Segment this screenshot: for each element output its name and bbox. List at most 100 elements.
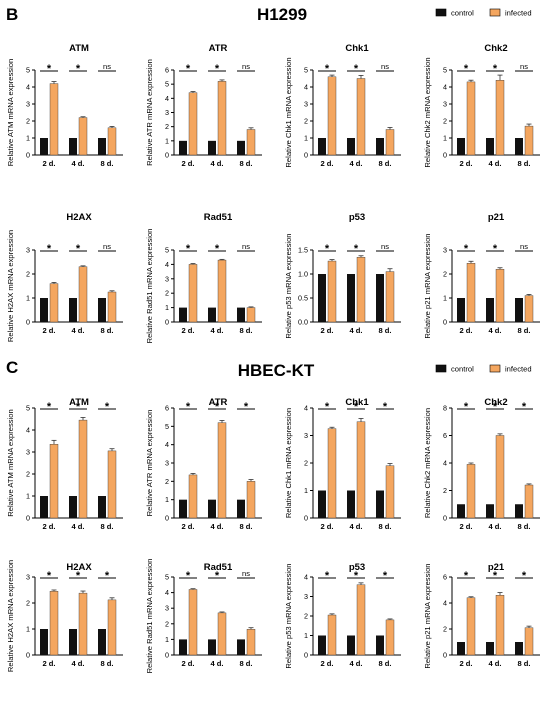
chart-c-p21: p21 Relative p21 mRNA expression 0 2 4 6 2 d. *… (423, 562, 540, 669)
panel-c: C HBEC-KT control infected ATM Relative ATM m… (6, 358, 540, 673)
y-tick-label: 2 (26, 117, 30, 126)
y-tick-label: 3 (165, 274, 169, 283)
significance-label: * (493, 63, 498, 75)
bar-infected (385, 465, 395, 519)
bar-infected (188, 92, 198, 156)
bar-infected (217, 81, 227, 156)
bar-control (69, 298, 77, 322)
bar-control (376, 635, 384, 655)
x-tick-label: 8 d. (239, 159, 252, 168)
chart-b-h2ax: H2AX Relative H2AX mRNA expression 0 1 2 3 2 d… (6, 212, 123, 342)
significance-label: * (325, 401, 330, 413)
x-tick-label: 2 d. (42, 326, 55, 335)
bar-infected (327, 614, 337, 656)
y-tick-label: 5 (26, 66, 30, 75)
chart-b-chk2: Chk2 Relative Chk2 mRNA expression 0 1 2 3 4 5 2… (423, 43, 540, 168)
bar-infected (188, 474, 198, 519)
bar-infected (524, 627, 534, 656)
chart-title: ATM (69, 43, 89, 54)
x-tick-label: 2 d. (42, 159, 55, 168)
bar-control (237, 499, 245, 518)
panel-title: H1299 (257, 5, 307, 24)
y-tick-label: 3 (26, 448, 30, 457)
bar-control (208, 307, 216, 322)
x-tick-label: 8 d. (100, 159, 113, 168)
bar-infected (356, 78, 366, 156)
significance-label: * (493, 401, 498, 413)
bar-control (318, 490, 326, 518)
x-tick-label: 2 d. (459, 159, 472, 168)
chart-title: ATR (209, 43, 228, 54)
significance-label: * (215, 243, 220, 255)
chart-title: H2AX (66, 212, 92, 223)
chart-b-atr: ATR Relative ATR mRNA expression 0 1 2 3 4 5 6 2 … (145, 43, 262, 168)
bar-control (515, 504, 523, 518)
y-tick-label: 0 (304, 514, 308, 523)
legend-swatch-control (435, 364, 447, 373)
x-tick-label: 2 d. (42, 659, 55, 668)
bar-control (179, 307, 187, 322)
x-tick-label: 8 d. (517, 159, 530, 168)
y-tick-label: 4 (165, 94, 169, 103)
significance-label: * (383, 570, 388, 582)
x-tick-label: 8 d. (517, 326, 530, 335)
chart-c-chk1: Chk1 Relative Chk1 mRNA expression 0 1 2 3 4 2 … (284, 397, 401, 531)
x-tick-label: 8 d. (517, 522, 530, 531)
significance-label: ns (242, 62, 250, 71)
significance-label: * (464, 63, 469, 75)
x-tick-label: 8 d. (100, 326, 113, 335)
y-tick-label: 3 (165, 459, 169, 468)
y-axis-label: Relative Chk1 mRNA expression (284, 57, 293, 167)
legend-label-control: control (451, 9, 474, 18)
y-tick-label: 3 (304, 100, 308, 109)
significance-label: * (76, 401, 81, 413)
y-tick-label: 2 (304, 612, 308, 621)
chart-title: Chk1 (345, 43, 369, 54)
bar-infected (78, 592, 88, 656)
chart-title: ATM (69, 397, 89, 408)
y-tick-label: 4 (304, 83, 308, 92)
y-tick-label: 4 (165, 588, 169, 597)
chart-title: Rad51 (204, 212, 233, 223)
x-tick-label: 8 d. (100, 522, 113, 531)
y-tick-label: 1 (304, 134, 308, 143)
y-tick-label: 5 (304, 66, 308, 75)
y-tick-label: 5 (165, 573, 169, 582)
bar-control (376, 490, 384, 518)
chart-title: p53 (349, 562, 365, 573)
significance-label: * (215, 401, 220, 413)
bar-infected (188, 264, 198, 323)
x-tick-label: 8 d. (239, 659, 252, 668)
y-tick-label: 2 (26, 270, 30, 279)
y-tick-label: 1 (165, 495, 169, 504)
significance-label: * (354, 63, 359, 75)
x-tick-label: 8 d. (239, 522, 252, 531)
bar-infected (524, 484, 534, 519)
y-tick-label: 0.0 (298, 318, 308, 327)
bar-control (486, 138, 494, 155)
bar-control (318, 635, 326, 655)
x-tick-label: 8 d. (378, 159, 391, 168)
bar-infected (107, 599, 117, 656)
y-tick-label: 1 (165, 136, 169, 145)
y-tick-label: 1 (304, 486, 308, 495)
significance-label: * (354, 401, 359, 413)
y-axis-label: Relative ATM mRNA expression (6, 409, 15, 516)
y-tick-label: 3 (443, 100, 447, 109)
bar-control (208, 639, 216, 655)
x-tick-label: 4 d. (349, 522, 362, 531)
bar-control (69, 138, 77, 155)
bar-infected (78, 266, 88, 323)
significance-label: * (186, 570, 191, 582)
x-tick-label: 8 d. (517, 659, 530, 668)
significance-label: ns (520, 242, 528, 251)
y-tick-label: 6 (443, 573, 447, 582)
x-tick-label: 2 d. (459, 522, 472, 531)
bar-control (486, 298, 494, 322)
x-tick-label: 2 d. (320, 326, 333, 335)
y-tick-label: 4 (443, 599, 447, 608)
bar-control (69, 496, 77, 518)
y-tick-label: 3 (26, 573, 30, 582)
bar-infected (327, 76, 337, 156)
